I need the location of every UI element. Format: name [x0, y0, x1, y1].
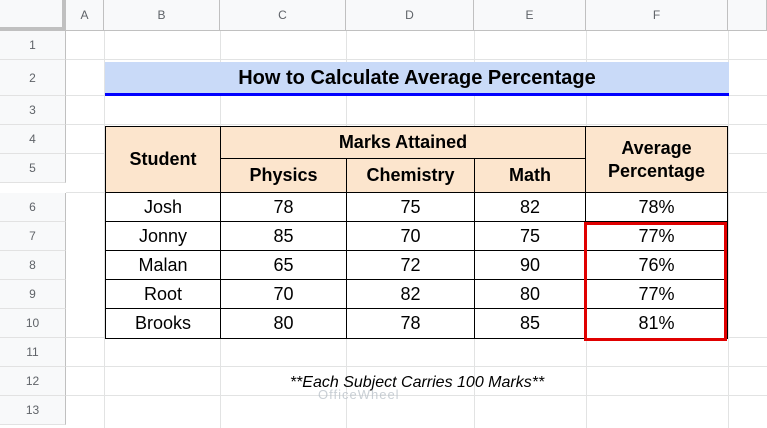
row-header-6[interactable]: 6: [0, 193, 66, 222]
cell-student[interactable]: Jonny: [105, 221, 221, 251]
cell-math[interactable]: 85: [474, 308, 586, 339]
row-header-9[interactable]: 9: [0, 280, 66, 309]
column-header-b[interactable]: B: [104, 0, 220, 31]
cell-math[interactable]: 80: [474, 279, 586, 309]
marks-note[interactable]: **Each Subject Carries 100 Marks**: [289, 374, 545, 391]
cell-student[interactable]: Brooks: [105, 308, 221, 339]
gridline: [66, 59, 767, 60]
cell-student[interactable]: Josh: [105, 192, 221, 222]
gridline: [66, 124, 767, 125]
sheet-title[interactable]: How to Calculate Average Percentage: [105, 62, 729, 96]
column-header-a[interactable]: A: [66, 0, 104, 31]
cell-physics[interactable]: 80: [220, 308, 347, 339]
cell-chemistry[interactable]: 75: [346, 192, 475, 222]
cell-chemistry[interactable]: 72: [346, 250, 475, 280]
header-average-percentage[interactable]: Average Percentage: [585, 126, 728, 193]
header-math[interactable]: Math: [474, 158, 586, 193]
select-all-corner[interactable]: [0, 0, 66, 31]
cell-average[interactable]: 78%: [585, 192, 728, 222]
header-student[interactable]: Student: [105, 126, 221, 193]
row-header-11[interactable]: 11: [0, 338, 66, 367]
cell-student[interactable]: Root: [105, 279, 221, 309]
row-header-8[interactable]: 8: [0, 251, 66, 280]
column-header-c[interactable]: C: [220, 0, 346, 31]
cell-average[interactable]: 81%: [585, 308, 728, 339]
header-physics[interactable]: Physics: [220, 158, 347, 193]
header-chemistry[interactable]: Chemistry: [346, 158, 475, 193]
cell-student[interactable]: Malan: [105, 250, 221, 280]
row-header-10[interactable]: 10: [0, 309, 66, 338]
row-header-5[interactable]: 5: [0, 154, 66, 183]
gridline: [104, 31, 105, 428]
gridline: [66, 366, 767, 367]
cell-physics[interactable]: 78: [220, 192, 347, 222]
cell-average[interactable]: 77%: [585, 221, 728, 251]
cell-physics[interactable]: 85: [220, 221, 347, 251]
cell-average[interactable]: 77%: [585, 279, 728, 309]
cell-chemistry[interactable]: 82: [346, 279, 475, 309]
cell-math[interactable]: 90: [474, 250, 586, 280]
header-marks-attained[interactable]: Marks Attained: [220, 126, 586, 159]
gridline: [66, 395, 767, 396]
column-header-d[interactable]: D: [346, 0, 474, 31]
row-header-13[interactable]: 13: [0, 396, 66, 425]
cell-physics[interactable]: 65: [220, 250, 347, 280]
row-header-7[interactable]: 7: [0, 222, 66, 251]
cell-chemistry[interactable]: 70: [346, 221, 475, 251]
cell-chemistry[interactable]: 78: [346, 308, 475, 339]
row-header-12[interactable]: 12: [0, 367, 66, 396]
row-header-1[interactable]: 1: [0, 31, 66, 60]
gridline: [728, 31, 729, 428]
row-header-3[interactable]: 3: [0, 96, 66, 125]
column-header-f[interactable]: F: [586, 0, 728, 31]
column-header-e[interactable]: E: [474, 0, 586, 31]
row-header-2[interactable]: 2: [0, 60, 66, 96]
cell-math[interactable]: 82: [474, 192, 586, 222]
cell-average[interactable]: 76%: [585, 250, 728, 280]
cell-physics[interactable]: 70: [220, 279, 347, 309]
cell-math[interactable]: 75: [474, 221, 586, 251]
row-header-4[interactable]: 4: [0, 125, 66, 154]
column-header-next[interactable]: [728, 0, 767, 31]
